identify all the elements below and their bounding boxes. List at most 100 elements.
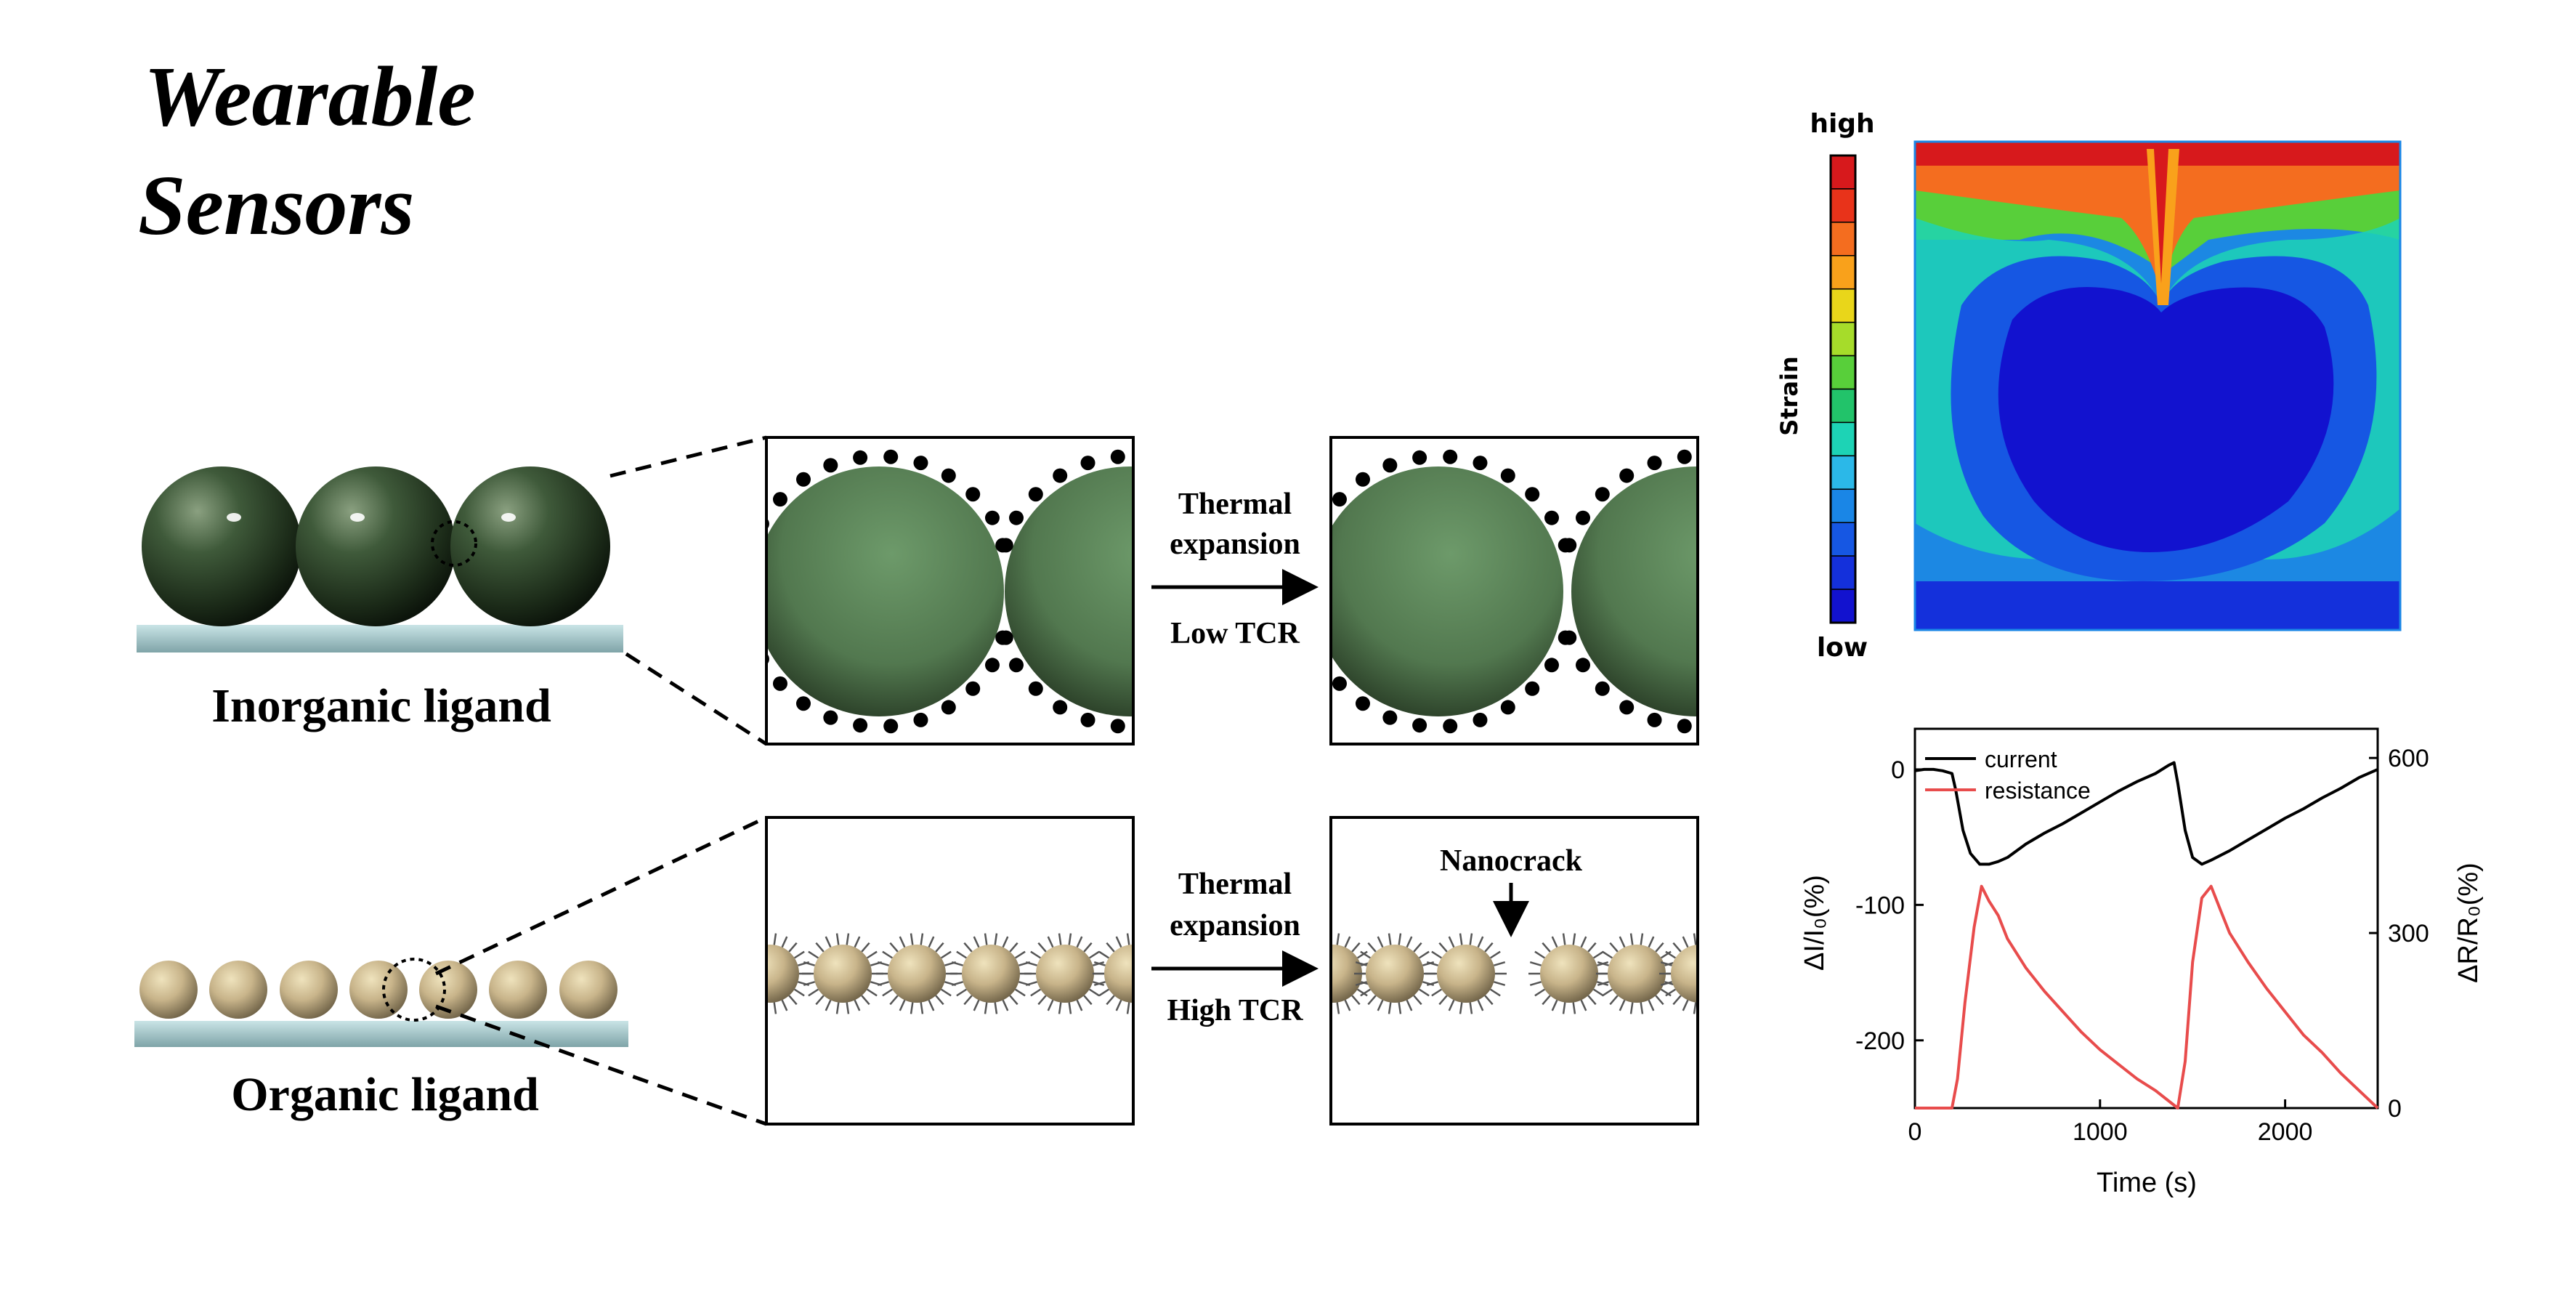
ligand-dot <box>823 710 838 725</box>
substrate-bottom <box>134 1021 628 1047</box>
x-tick-label: 2000 <box>2258 1118 2313 1146</box>
ligand-dot <box>1443 449 1458 464</box>
organic-nanocrystal <box>559 961 617 1019</box>
ligand-capped-nanocrystal <box>766 945 799 1003</box>
zoom-circle <box>382 958 446 1022</box>
y-axis-right-label: ΔR/R₀(%) <box>2453 862 2484 983</box>
panel-frame <box>1329 436 1699 745</box>
ligand-dot <box>823 458 838 473</box>
ligand-dot <box>1595 487 1610 502</box>
colorbar-segment <box>1830 421 1856 457</box>
ligand-dot <box>1053 468 1068 483</box>
ligand-dot <box>1382 458 1398 473</box>
x-tick-label: 1000 <box>2073 1118 2128 1146</box>
nanocrystal-sphere <box>450 466 610 626</box>
colorbar-segment <box>1830 488 1856 523</box>
y-tick-left-label: 0 <box>1891 756 1905 784</box>
high-tcr-label: High TCR <box>1167 994 1303 1027</box>
zoom-line <box>625 652 768 746</box>
colorbar-segment <box>1830 288 1856 323</box>
ligand-dot <box>1080 456 1095 471</box>
colorbar-segment <box>1830 255 1856 290</box>
ligand-dot <box>1314 517 1329 531</box>
ligand-dot <box>1314 652 1329 666</box>
ligand-dot <box>1525 681 1540 696</box>
title-line1: Wearable <box>144 49 476 144</box>
series-line-current <box>1914 761 2378 866</box>
ligand-dot <box>1171 711 1186 725</box>
ligand-dot <box>1221 676 1236 691</box>
colorbar-segment <box>1830 155 1856 190</box>
colorbar-segment <box>1830 555 1856 590</box>
ligand-dot <box>1141 718 1156 732</box>
ligand-dot <box>1028 681 1043 696</box>
ligand-dot <box>1412 718 1427 733</box>
ligand-dot <box>1500 468 1515 483</box>
ligand-capped-nanocrystal <box>888 945 946 1003</box>
ligand-dot <box>1765 696 1779 711</box>
ligand-dot <box>1595 681 1610 696</box>
ligand-dot <box>941 700 956 715</box>
colorbar-segment <box>1830 455 1856 490</box>
ligand-capped-nanocrystal <box>1540 945 1598 1003</box>
x-tick-label: 0 <box>1908 1118 1922 1146</box>
current-resistance-chart: 0 1000 2000 0 -100 -200 600 300 0 current resist… <box>1799 727 2484 1198</box>
strain-colorbar <box>1830 155 1856 623</box>
ligand-dot <box>1562 538 1577 553</box>
ligand-dot <box>1332 676 1347 691</box>
ligand-dot <box>853 718 868 733</box>
ligand-dot <box>1171 458 1186 472</box>
colorbar-segment <box>1830 355 1856 390</box>
title-line2: Sensors <box>138 158 414 253</box>
colorbar-low-label: low <box>1817 633 1868 663</box>
ligand-dot <box>1806 517 1820 531</box>
y-tick-left-label: -200 <box>1855 1027 1905 1055</box>
ligand-dot <box>1708 450 1722 465</box>
zoom-circle <box>431 520 477 567</box>
y-tick-right-label: 600 <box>2388 745 2429 772</box>
inorganic-after-panel <box>1314 436 1820 745</box>
legend-current: current <box>1985 746 2057 772</box>
expansion-label-bottom: expansion <box>1170 909 1300 942</box>
ligand-dot <box>965 487 981 502</box>
expansion-label-top: expansion <box>1170 528 1300 561</box>
ligand-capped-nanocrystal <box>1104 945 1133 1003</box>
ligand-dot <box>1053 700 1068 715</box>
ligand-dot <box>1110 719 1125 734</box>
ligand-dot <box>965 681 981 696</box>
organic-nanocrystal <box>280 961 338 1019</box>
organic-nanocrystal <box>489 961 547 1019</box>
ligand-dot <box>853 450 868 465</box>
ligand-dot <box>1788 676 1802 691</box>
y-tick-right-label: 300 <box>2388 920 2429 947</box>
nanocrystal-sphere <box>142 466 301 626</box>
legend-resistance: resistance <box>1985 777 2091 804</box>
ligand-dot <box>1576 510 1591 525</box>
zoom-line <box>609 435 767 478</box>
ligand-capped-nanocrystal <box>1437 945 1495 1003</box>
ligand-capped-nanocrystal <box>962 945 1020 1003</box>
y-tick-left-label: -100 <box>1855 892 1905 919</box>
colorbar-segment <box>1830 522 1856 557</box>
thermal-label-bottom: Thermal <box>1178 868 1292 901</box>
zoom-line <box>435 1004 767 1126</box>
ligand-capped-nanocrystal <box>814 945 872 1003</box>
organic-nanocrystal <box>209 961 267 1019</box>
ligand-dot <box>1738 458 1752 472</box>
colorbar-segment <box>1830 188 1856 223</box>
ligand-dot <box>1576 658 1591 673</box>
colorbar-segment <box>1830 589 1856 623</box>
ligand-dot <box>1647 712 1662 727</box>
ligand-dot <box>1500 700 1515 715</box>
ligand-dot <box>913 456 928 471</box>
y-axis-left-label: ΔI/I₀(%) <box>1799 875 1830 971</box>
strain-heatmap <box>1915 142 2400 630</box>
colorbar-segment <box>1830 321 1856 357</box>
ligand-dot <box>883 449 899 464</box>
ligand-dot <box>1009 658 1024 673</box>
ligand-capped-nanocrystal <box>1671 945 1698 1003</box>
series-line-resistance <box>1915 884 2379 1110</box>
ligand-dot <box>1738 711 1752 725</box>
panel-frame <box>765 436 1135 745</box>
